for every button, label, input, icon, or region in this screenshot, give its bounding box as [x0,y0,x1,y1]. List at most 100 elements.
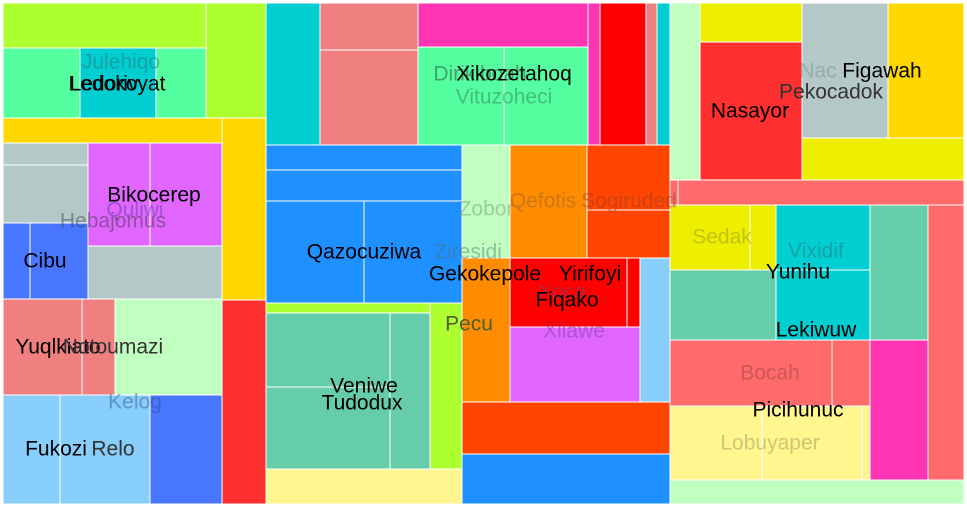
treemap-cell [509,144,588,259]
treemap-cell [775,269,871,341]
treemap-label: Fiqako [535,289,598,312]
treemap-cell [861,405,871,481]
treemap-cell [319,49,419,146]
treemap-cell [149,142,223,247]
treemap-cell [59,394,151,505]
treemap-cell [509,326,641,403]
treemap-cell [265,302,431,314]
treemap-label: Bocah [740,362,800,385]
treemap-cell [509,257,628,328]
treemap-cell [669,2,701,181]
treemap-label: Zobor [459,198,514,221]
treemap-label: Cibu [23,250,66,273]
treemap-cell [265,2,321,146]
treemap-cell [586,209,671,259]
treemap-label: Veniwe [330,375,398,398]
treemap-label: Relo [91,438,134,461]
treemap-cell [2,394,61,505]
treemap-cell [363,200,463,304]
treemap-label: Xikozetahoq [456,63,572,86]
treemap-cell [503,46,589,146]
treemap-cell [639,257,671,403]
treemap-cell [461,401,671,455]
treemap-label: Dirikiboah [433,63,526,86]
treemap-cell [265,386,391,470]
treemap-cell [79,47,157,119]
treemap-cell [669,479,965,505]
treemap-cell [2,164,89,224]
treemap-cell [205,2,267,119]
treemap-cell [761,405,863,481]
treemap-label: Julehiqo [82,51,160,74]
treemap-cell [2,2,207,49]
treemap-label: Qefotis [510,190,577,213]
treemap-cell [265,312,391,388]
treemap-cell [775,204,871,271]
treemap-label: Lekiwuw [776,319,857,342]
treemap-cell [645,2,658,146]
treemap-cell [319,2,419,51]
treemap-cell [586,144,671,211]
treemap-cell [265,200,365,304]
treemap-cell [417,2,589,48]
treemap-label: Ledokoyat [69,73,166,96]
treemap-label: Yirifoyi [559,263,621,286]
treemap-cell [927,204,965,481]
treemap-cell [29,222,89,300]
treemap-cell [2,47,81,119]
treemap-label: Vixidif [788,240,844,263]
treemap-cell [699,2,803,43]
treemap-label: Quliwi [106,199,163,222]
treemap-cell [699,41,803,181]
treemap-label: Xilawe [543,320,605,343]
treemap-cell [149,394,223,505]
treemap-label: Vituzoheci [456,86,553,109]
treemap-cell [869,339,929,481]
treemap-cell [669,339,833,407]
treemap-label: Bikocerep [107,184,200,207]
treemap-label: Pekocadok [779,81,883,104]
treemap-cell [677,179,965,206]
treemap-cell [599,2,647,146]
treemap-cell [669,405,763,481]
treemap-cell [461,144,511,261]
treemap-cell [887,2,965,139]
treemap-cell [81,298,116,396]
treemap-label: Yuqlkiato [15,336,100,359]
treemap-label: Fukozi [25,438,87,461]
treemap-label: Figawah [842,60,921,83]
treemap-label: Pecu [445,313,493,336]
treemap-cell [417,46,505,146]
treemap-label: Nasayor [711,100,789,123]
treemap-label: Lobuyaper [720,432,819,455]
treemap-label: Kelog [108,391,162,414]
treemap-cell [2,142,89,166]
treemap-label: Ziresidi [434,241,502,264]
treemap-cell [626,257,641,328]
treemap-cell [221,299,267,505]
treemap-cell [2,117,223,144]
treemap-label: Hebajomus [60,210,166,233]
treemap-cell [669,269,777,341]
treemap-cell [265,169,463,202]
treemap-label: Xoca [538,281,586,304]
treemap-label: Sogiruded [581,190,677,213]
treemap-cell [221,117,267,301]
treemap-cell [656,2,671,146]
treemap-label: Notoumazi [63,336,163,359]
treemap-cell [587,2,601,146]
treemap-cell [155,47,207,119]
treemap-label: Sedak [692,226,752,249]
treemap-label: Gekokepole [429,263,541,286]
treemap-label: Picihunuc [752,399,843,422]
treemap-label: Yunihu [766,261,830,284]
treemap-cell [461,453,671,505]
treemap-label: Qazocuziwa [307,241,422,264]
treemap-cell [265,144,463,171]
treemap-cell [265,468,463,505]
treemap-cell [831,339,871,407]
treemap-cell [87,245,223,300]
treemap-cell [869,204,929,341]
